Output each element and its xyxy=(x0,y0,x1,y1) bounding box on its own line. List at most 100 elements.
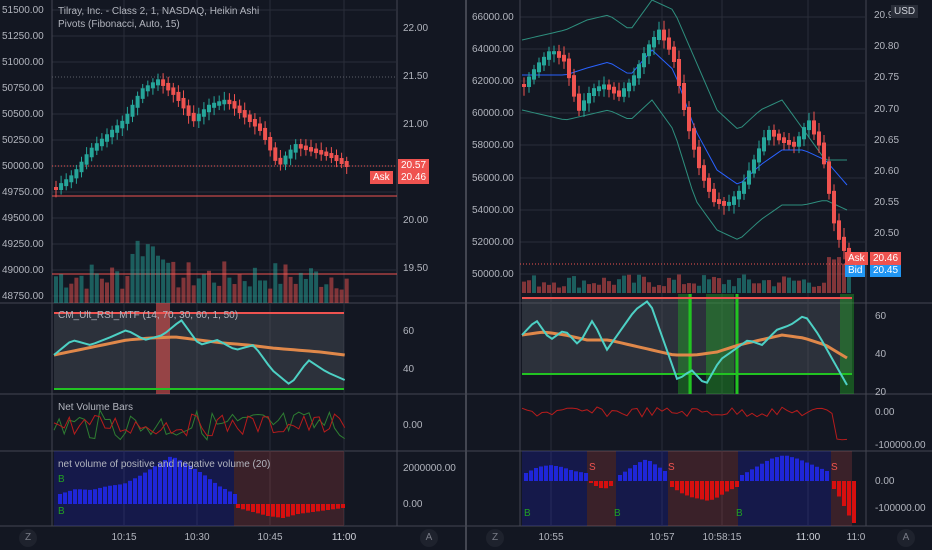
volume-bar xyxy=(687,283,691,293)
volume-bar xyxy=(827,257,831,293)
net-volume-bar xyxy=(579,472,583,481)
left-nvb-legend[interactable]: Net Volume Bars xyxy=(58,402,134,413)
net-volume-bar xyxy=(760,463,764,481)
net-volume-bar xyxy=(775,457,779,481)
net-volume-bar xyxy=(301,504,305,514)
net-volume-bar xyxy=(847,481,851,516)
candle-body xyxy=(712,188,716,203)
left-pivots-legend[interactable]: Pivots (Fibonacci, Auto, 15) xyxy=(58,19,180,30)
volume-bar xyxy=(105,282,109,303)
net-volume-bar xyxy=(549,465,553,481)
right-currency-label[interactable]: USD xyxy=(891,5,919,18)
right-right-axis-label: 20.65 xyxy=(874,135,899,146)
candle-body xyxy=(662,29,666,41)
volume-bar xyxy=(712,276,716,293)
candle-body xyxy=(822,142,826,165)
candle-body xyxy=(74,169,79,179)
rsi-line xyxy=(521,300,848,386)
right-net-volume-bars-pane xyxy=(521,406,848,441)
right-price-axis-label: 50000.00 xyxy=(472,269,514,280)
candle-body xyxy=(667,37,671,50)
candle-body xyxy=(125,113,130,124)
candle-body xyxy=(191,112,196,122)
left-nv-legend[interactable]: net volume of positive and negative volu… xyxy=(58,459,271,470)
net-volume-bar xyxy=(569,470,573,481)
volume-bar xyxy=(258,280,262,303)
candle-body xyxy=(782,137,786,143)
candle-body xyxy=(687,107,691,132)
candle-body xyxy=(232,101,237,109)
left-right-axis-label: 21.00 xyxy=(403,119,428,130)
volume-bar xyxy=(552,282,556,293)
net-volume-bar xyxy=(203,475,207,504)
volume-bar xyxy=(309,268,313,303)
net-volume-bar xyxy=(83,489,87,504)
right-ask-tag: 20.46 xyxy=(870,252,902,265)
net-volume-bar xyxy=(584,473,588,481)
candle-body xyxy=(166,82,171,91)
candle-body xyxy=(527,76,531,87)
volume-bar xyxy=(622,275,626,293)
candle-body xyxy=(110,129,115,138)
right-price-axis-label: 52000.00 xyxy=(472,237,514,248)
left-price-axis-label: 49750.00 xyxy=(2,187,44,198)
volume-bar xyxy=(807,282,811,293)
net-volume-bar xyxy=(690,481,694,498)
volume-bar xyxy=(752,283,756,293)
net-volume-bar xyxy=(832,481,836,489)
right-price-axis-label: 58000.00 xyxy=(472,140,514,151)
sell-mark: S xyxy=(668,462,675,473)
volume-bar xyxy=(54,276,58,303)
rsi-oversold-highlight xyxy=(840,294,854,394)
net-volume-bar xyxy=(785,455,789,481)
candle-body xyxy=(334,155,339,162)
net-volume-bar xyxy=(153,466,157,504)
volume-bar xyxy=(682,284,686,293)
net-volume-bar xyxy=(331,504,335,510)
volume-bar xyxy=(191,285,196,303)
left-auto-scale-button[interactable]: A xyxy=(420,529,438,547)
left-rsi-legend[interactable]: CM_Ult_RSI_MTF (14, 70, 30, 60, 1, 50) xyxy=(58,310,239,321)
net-volume-bar xyxy=(680,481,684,494)
volume-bar xyxy=(802,279,806,293)
volume-bar xyxy=(222,261,227,303)
candle-body xyxy=(552,51,556,55)
net-volume-bar xyxy=(163,460,167,504)
left-symbol-title[interactable]: Tilray, Inc. - Class 2, 1, NASDAQ, Heiki… xyxy=(58,6,260,17)
right-net-volume-pane: S S S B B B xyxy=(522,451,856,526)
left-zoom-button[interactable]: Z xyxy=(19,529,37,547)
net-volume-bar xyxy=(695,481,699,499)
candle-body xyxy=(252,119,257,127)
net-volume-bar xyxy=(623,471,627,481)
right-bid-label: Bid xyxy=(845,264,866,277)
net-volume-bar xyxy=(261,504,265,515)
volume-bar xyxy=(242,281,247,303)
candle-body xyxy=(772,129,776,137)
candle-body xyxy=(237,105,242,114)
net-volume-bar xyxy=(663,471,667,481)
left-price-pane xyxy=(52,73,397,303)
candle-body xyxy=(572,75,576,97)
net-volume-bar xyxy=(670,481,674,487)
net-volume-bar xyxy=(795,458,799,481)
right-zoom-button[interactable]: Z xyxy=(486,529,504,547)
net-volume-bar xyxy=(296,504,300,514)
candle-body xyxy=(309,147,313,152)
net-volume-bar xyxy=(589,481,593,483)
net-volume-bar xyxy=(98,487,102,504)
candle-body xyxy=(637,64,641,79)
net-volume-bar xyxy=(740,475,744,481)
volume-bar xyxy=(742,274,746,293)
volume-bar xyxy=(527,280,531,293)
candle-body xyxy=(314,148,319,154)
net-volume-bar xyxy=(291,504,295,516)
right-auto-scale-button[interactable]: A xyxy=(897,529,915,547)
volume-bar xyxy=(677,274,681,293)
right-right-axis-label: 20.80 xyxy=(874,41,899,52)
volume-bar xyxy=(592,283,596,293)
candle-body xyxy=(807,120,811,131)
net-volume-bar xyxy=(643,459,647,481)
candle-body xyxy=(171,87,176,95)
